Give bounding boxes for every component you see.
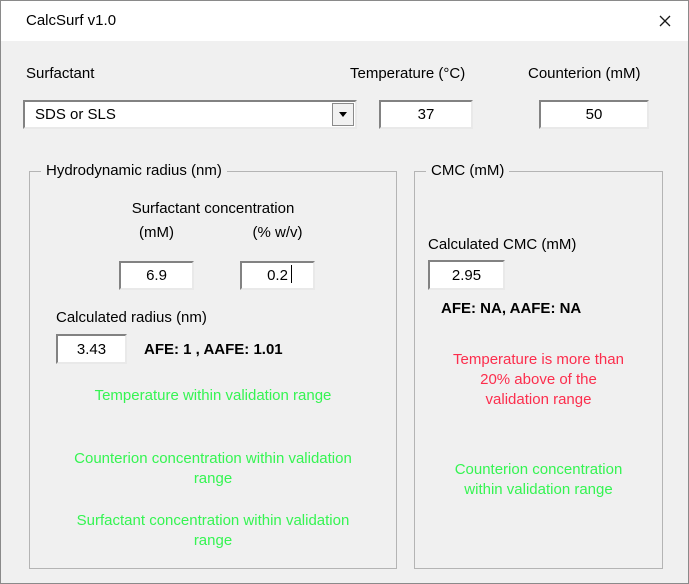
chevron-down-icon — [339, 112, 347, 117]
surfactant-concentration-label: Surfactant concentration — [131, 200, 295, 217]
hydrodynamic-group-title: Hydrodynamic radius (nm) — [41, 162, 227, 179]
temperature-input[interactable] — [379, 100, 473, 129]
close-button[interactable] — [642, 1, 688, 41]
mm-unit-label: (mM) — [139, 224, 174, 241]
counterion-input[interactable] — [539, 100, 649, 129]
calculated-radius-label: Calculated radius (nm) — [56, 309, 207, 326]
surfactant-dropdown-value: SDS or SLS — [35, 106, 116, 123]
dropdown-button[interactable] — [332, 103, 354, 126]
concentration-wv-field — [240, 261, 315, 290]
wv-unit-label: (% w/v) — [252, 224, 303, 241]
cmc-group: CMC (mM) Calculated CMC (mM) AFE: NA, AA… — [414, 162, 663, 569]
cmc-group-title: CMC (mM) — [426, 162, 510, 179]
surfactant-dropdown[interactable]: SDS or SLS — [23, 100, 357, 129]
cmc-temperature-status-message: Temperature is more than 20% above of th… — [453, 351, 624, 408]
hydrodynamic-radius-group: Hydrodynamic radius (nm) Surfactant conc… — [29, 162, 397, 569]
surfactant-status-message: Surfactant concentration within validati… — [76, 512, 350, 549]
calculated-radius-output[interactable] — [56, 334, 127, 364]
calculated-cmc-label: Calculated CMC (mM) — [428, 236, 577, 253]
counterion-status-message: Counterion concentration within validati… — [74, 450, 352, 487]
concentration-wv-input[interactable] — [240, 261, 315, 290]
text-caret — [291, 265, 292, 283]
close-icon — [657, 13, 673, 29]
radius-afe-text: AFE: 1 , AAFE: 1.01 — [144, 341, 283, 358]
concentration-mm-input[interactable] — [119, 261, 194, 290]
window-title: CalcSurf v1.0 — [26, 12, 117, 29]
title-bar: CalcSurf v1.0 — [1, 1, 688, 41]
cmc-afe-text: AFE: NA, AAFE: NA — [441, 300, 582, 317]
surfactant-label: Surfactant — [26, 65, 95, 82]
calculated-cmc-output[interactable] — [428, 260, 505, 290]
counterion-label: Counterion (mM) — [528, 65, 641, 82]
temperature-label: Temperature (°C) — [350, 65, 466, 82]
cmc-counterion-status-message: Counterion concentration within validati… — [454, 461, 623, 498]
temperature-status-message: Temperature within validation range — [94, 387, 332, 404]
